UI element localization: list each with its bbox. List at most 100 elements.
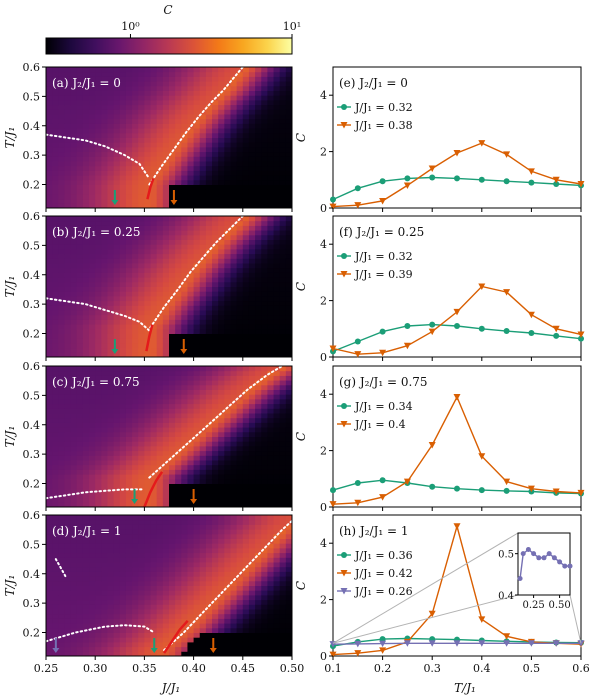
heatmap-cell — [162, 295, 170, 302]
heatmap-cell — [175, 230, 182, 236]
heatmap-cell — [46, 375, 53, 381]
heatmap-cell — [64, 67, 72, 73]
heatmap-cell — [64, 220, 72, 226]
heatmap-cell — [76, 342, 84, 349]
heatmap-cell — [150, 234, 158, 240]
heatmap-cell — [248, 403, 256, 409]
heatmap-cell — [255, 151, 262, 157]
heatmap-cell — [138, 310, 145, 316]
heatmap-cell — [279, 179, 287, 185]
heatmap-cell — [162, 431, 170, 437]
heatmap-cell — [205, 529, 213, 535]
heatmap-cell — [76, 253, 84, 259]
heatmap-cell — [82, 497, 90, 503]
heatmap-cell — [255, 193, 262, 200]
heatmap-cell — [107, 594, 115, 601]
heatmap-cell — [52, 464, 59, 470]
heatmap-cell — [95, 99, 102, 106]
heatmap-cell — [70, 71, 78, 77]
heatmap-cell — [70, 413, 78, 419]
heatmap-cell — [76, 580, 84, 586]
heatmap-cell — [64, 263, 72, 269]
heatmap-cell — [101, 142, 108, 148]
heatmap-cell — [212, 347, 219, 353]
heatmap-cell — [230, 333, 238, 339]
heatmap-cell — [107, 314, 115, 320]
heatmap-cell — [101, 524, 108, 530]
heatmap-cell — [107, 590, 115, 596]
heatmap-cell — [224, 627, 231, 633]
heatmap-cell — [181, 637, 188, 643]
heatmap-cell — [169, 441, 176, 447]
heatmap-cell — [181, 460, 188, 466]
heatmap-cell — [82, 394, 90, 400]
heatmap-cell — [82, 128, 90, 134]
heatmap-cell — [279, 151, 287, 157]
heatmap-cell — [175, 156, 182, 162]
heatmap-cell — [193, 95, 201, 101]
heatmap-cell — [285, 161, 293, 167]
heatmap-cell — [76, 123, 84, 129]
heatmap-cell — [119, 623, 127, 629]
heatmap-cell — [107, 352, 115, 358]
heatmap-cell — [76, 81, 84, 87]
heatmap-cell — [64, 123, 72, 129]
heatmap-cell — [205, 234, 213, 240]
heatmap-cell — [89, 627, 96, 633]
heatmap-cell — [267, 408, 275, 414]
heatmap-cell — [76, 637, 84, 643]
heatmap-cell — [70, 277, 78, 283]
heatmap-cell — [162, 445, 170, 452]
heatmap-cell — [82, 151, 90, 157]
heatmap-cell — [156, 170, 164, 176]
heatmap-cell — [132, 230, 139, 236]
heatmap-cell — [125, 239, 133, 245]
heatmap-cell — [212, 417, 219, 423]
heatmap-cell — [285, 445, 293, 452]
heatmap-cell — [175, 328, 182, 334]
series-point — [478, 176, 485, 183]
heatmap-cell — [224, 445, 231, 452]
heatmap-cell — [162, 417, 170, 423]
heatmap-cell — [144, 76, 152, 82]
heatmap-cell — [230, 234, 238, 240]
heatmap-cell — [46, 230, 53, 236]
heatmap-cell — [119, 286, 127, 292]
heatmap-cell — [175, 277, 182, 283]
heatmap-panel: 0.20.30.40.50.6T/J₁(d) J₂/J₁ = 10.25 0.30… — [3, 509, 304, 675]
heatmap-cell — [150, 142, 158, 148]
heatmap-cell — [144, 585, 152, 591]
heatmap-cell — [218, 118, 225, 124]
heatmap-cell — [132, 413, 139, 419]
heatmap-cell — [261, 295, 268, 302]
heatmap-cell — [212, 460, 219, 466]
heatmap-cell — [156, 189, 164, 195]
heatmap-cell — [248, 627, 256, 633]
heatmap-cell — [248, 234, 256, 240]
heatmap-cell — [107, 90, 115, 96]
heatmap-cell — [125, 557, 133, 563]
heatmap-cell — [285, 81, 293, 87]
heatmap-cell — [187, 492, 195, 499]
heatmap-cell — [218, 599, 225, 605]
heatmap-cell — [125, 179, 133, 185]
heatmap-cell — [52, 305, 59, 311]
heatmap-cell — [212, 248, 219, 255]
heatmap-cell — [224, 455, 231, 461]
heatmap-cell — [236, 286, 244, 292]
heatmap-cell — [224, 474, 231, 480]
heatmap-cell — [285, 310, 293, 316]
heatmap-cell — [107, 118, 115, 124]
heatmap-cell — [125, 464, 133, 470]
heatmap-cell — [58, 533, 65, 539]
heatmap-cell — [95, 384, 102, 390]
heatmap-cell — [255, 571, 262, 577]
heatmap-cell — [156, 557, 164, 563]
heatmap-cell — [82, 562, 90, 568]
heatmap-cell — [70, 253, 78, 259]
heatmap-cell — [181, 529, 188, 535]
heatmap-cell — [255, 519, 262, 525]
heatmap-cell — [205, 478, 213, 484]
heatmap-cell — [144, 538, 152, 544]
heatmap-cell — [273, 637, 281, 643]
